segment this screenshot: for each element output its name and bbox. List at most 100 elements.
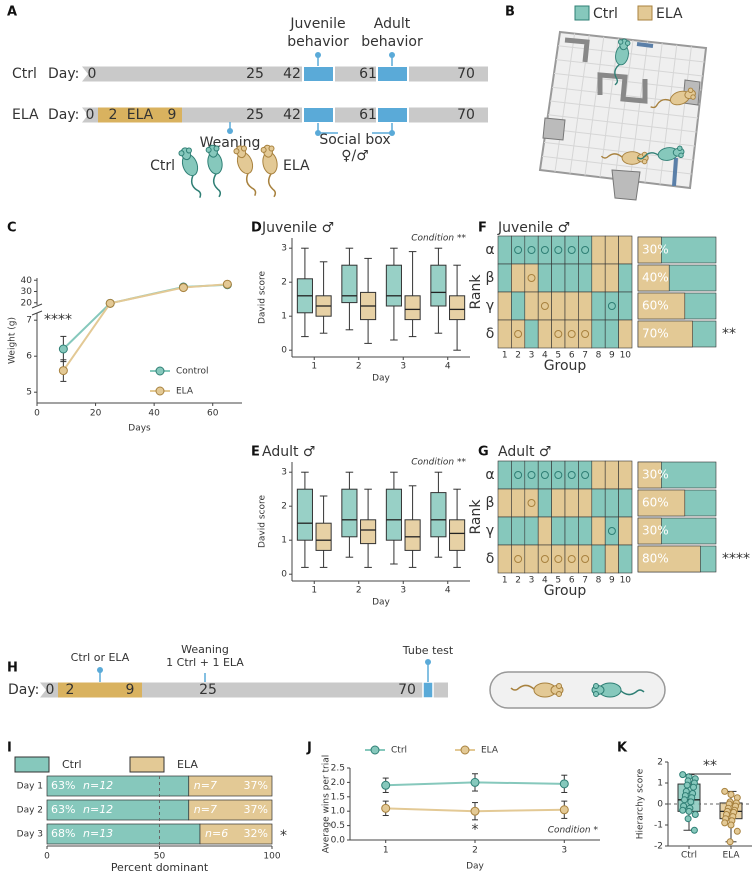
y-tick-label: 2: [657, 758, 663, 768]
rank-cell: [564, 488, 579, 518]
social-box-label: ♀/♂: [341, 148, 369, 164]
rank-dot: [567, 471, 576, 479]
point: [105, 298, 115, 308]
rank-dot: [540, 471, 549, 479]
x-tick-label: 7: [582, 576, 588, 586]
point: [679, 771, 687, 779]
rank-cell: [618, 460, 633, 490]
series-line: [62, 283, 228, 372]
day-number: 25: [246, 107, 264, 123]
n-label: n=7: [194, 803, 217, 816]
arena-ladder: [636, 42, 678, 187]
day-number: 42: [283, 66, 301, 82]
y-tick-label: 1: [281, 312, 287, 322]
x-tick-label: 1: [502, 576, 508, 586]
x-axis-label: Day: [372, 374, 390, 384]
x-tick-label: 20: [90, 409, 102, 419]
percent-label: 30%: [642, 468, 669, 482]
point: [721, 787, 729, 795]
panel-label: G: [478, 445, 489, 460]
legend-swatch: [637, 5, 653, 21]
y-tick-label: -2: [654, 842, 663, 852]
rank-cell: [591, 319, 606, 349]
rank-dot: [567, 246, 576, 254]
panel-label: K: [617, 741, 628, 756]
value-label: 37%: [244, 779, 268, 792]
day-number: 61: [359, 66, 377, 82]
rank-cell: [564, 263, 579, 293]
significance: *: [472, 822, 479, 838]
rank-dot: [581, 471, 590, 479]
behavior-label: behavior: [361, 34, 423, 50]
y-tick-label: 6: [26, 352, 32, 362]
rank-cell: [497, 460, 512, 490]
day-number: 0: [46, 682, 55, 698]
chart-title: Juvenile ♂: [261, 220, 334, 236]
mouse-tail: [619, 689, 645, 696]
percent-bar: [637, 292, 686, 320]
box: [385, 488, 402, 541]
legend-swatch: [14, 756, 50, 773]
x-axis-label: Percent dominant: [111, 861, 209, 874]
weaning-label: 1 Ctrl + 1 ELA: [166, 656, 244, 669]
rank-dot: [527, 274, 536, 282]
day-number: 2: [109, 107, 118, 123]
rank-cell: [497, 291, 512, 321]
pin-head: [389, 52, 395, 58]
panel-label: J: [306, 741, 312, 756]
rank-cell: [618, 544, 633, 574]
x-tick-label: 2: [472, 846, 478, 856]
y-tick-label: 3: [281, 244, 287, 254]
rank-cell: [497, 516, 512, 546]
legend-label: Ctrl: [62, 758, 82, 771]
x-tick-label: 8: [596, 576, 602, 586]
rank-cell: [551, 516, 566, 546]
point: [381, 780, 391, 790]
rank-dot: [514, 555, 523, 563]
row-label: γ: [486, 523, 494, 539]
annotation: Condition **: [411, 234, 466, 244]
value-label: 63%: [51, 803, 75, 816]
rank-cell: [537, 516, 552, 546]
y-axis-label: Hierarchy score: [636, 768, 646, 839]
y-tick-label: 2: [281, 278, 287, 288]
rank-cell: [604, 235, 619, 265]
point: [685, 807, 693, 815]
chart-title: Adult ♂: [498, 444, 551, 460]
n-label: n=7: [194, 779, 217, 792]
y-tick-label: 40: [21, 276, 33, 286]
y-tick-label: 2: [281, 502, 287, 512]
x-tick-label: 9: [609, 576, 615, 586]
mouse-ear: [617, 39, 624, 45]
x-tick-label: 2: [356, 586, 362, 596]
x-tick-label: Ctrl: [681, 851, 697, 861]
point: [690, 783, 697, 791]
behavior-label: Juvenile: [289, 16, 345, 32]
box: [430, 264, 447, 307]
panel-label: H: [7, 661, 18, 676]
x-tick-label: 5: [555, 351, 561, 361]
percent-label: 60%: [642, 299, 669, 313]
point: [559, 779, 569, 789]
rank-cell: [618, 516, 633, 546]
behavior-label: Adult: [374, 16, 411, 32]
chart-title: Adult ♂: [262, 444, 315, 460]
y-tick-label: 20: [21, 298, 33, 308]
panel-label: I: [7, 741, 12, 756]
mouse-icon: [233, 145, 257, 196]
x-tick-label: 4: [542, 576, 548, 586]
bar-segment: [199, 823, 273, 845]
axis-break: [31, 303, 43, 316]
point: [691, 811, 699, 818]
rank-dot: [527, 246, 536, 254]
legend-marker: [370, 745, 380, 755]
rank-cell: [497, 263, 512, 293]
rank-dot: [581, 555, 590, 563]
test-block: [422, 681, 434, 699]
percent-label: 40%: [642, 271, 669, 285]
arena-wall: [564, 37, 648, 104]
y-tick-label: 2.5: [331, 764, 345, 774]
day-label: Day:: [8, 682, 39, 698]
rank-cell: [618, 319, 633, 349]
